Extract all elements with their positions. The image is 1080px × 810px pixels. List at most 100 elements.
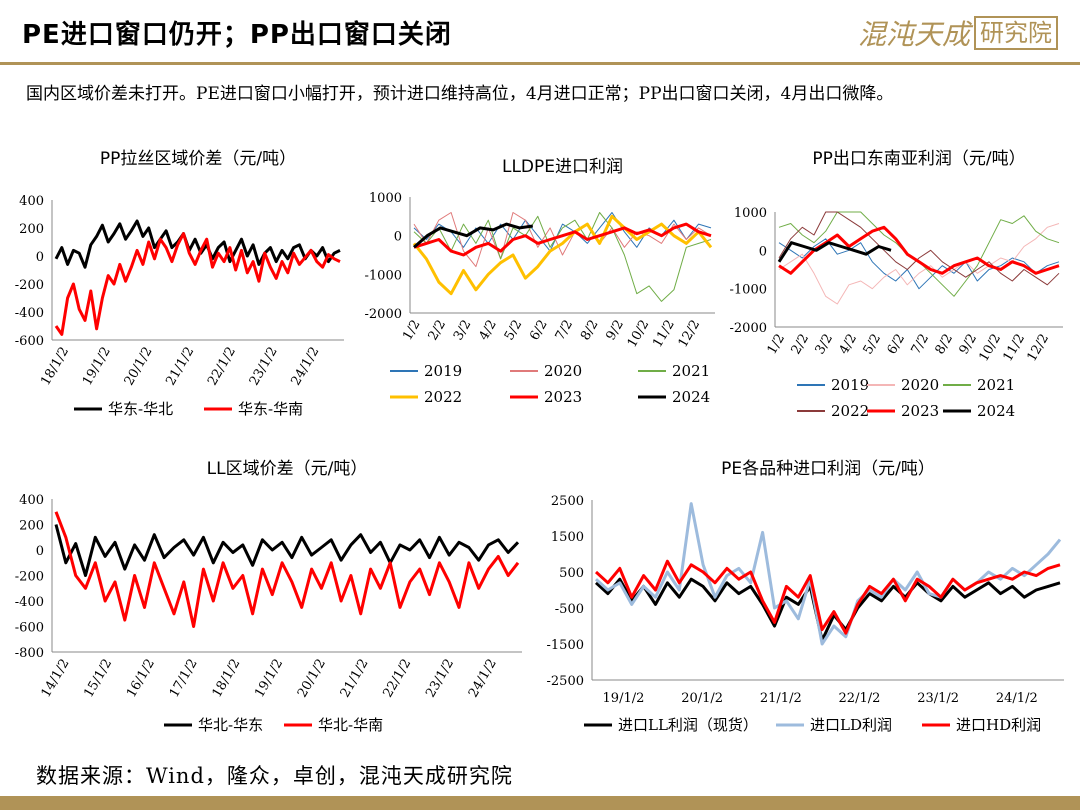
- y-tick-label: 200: [19, 222, 44, 237]
- chart-pp-export: PP出口东南亚利润（元/吨） 1000 0 -1000 -2000 1/2 2/2 3/2 4/…: [725, 142, 1075, 437]
- x-tick-label: 5/2: [502, 318, 525, 344]
- x-tick-label: 2/2: [789, 332, 812, 358]
- x-tick-label: 16/1/2: [124, 657, 158, 701]
- y-tick-label: 0: [36, 250, 44, 265]
- chart-ll-spread: LL区域价差（元/吨） 400 200 0 -200 -400 -600 -800 14/1/2…: [4, 452, 534, 747]
- series-line: [54, 232, 341, 336]
- y-tick-label: -800: [15, 646, 44, 661]
- y-tick-label: 200: [19, 519, 44, 534]
- data-source: 数据来源：Wind，隆众，卓创，混沌天成研究院: [36, 764, 513, 788]
- x-tick-label: 11/2: [1000, 332, 1028, 365]
- footer-band: [0, 796, 1080, 810]
- x-tick-label: 24/1/2: [289, 345, 323, 389]
- x-tick-label: 15/1/2: [81, 657, 115, 701]
- legend-label: 2020: [544, 362, 582, 380]
- y-tick-label: 400: [19, 493, 44, 508]
- x-tick-label: 23/1/2: [247, 345, 281, 389]
- y-tick-label: 1500: [551, 530, 584, 545]
- x-tick-label: 23/1/2: [917, 691, 959, 706]
- series-line: [778, 238, 1060, 290]
- x-tick-label: 22/1/2: [205, 345, 239, 389]
- chart-title: PE各品种进口利润（元/吨）: [721, 459, 935, 479]
- legend-label: 2021: [672, 362, 710, 380]
- chart-title: PP拉丝区域价差（元/吨）: [100, 149, 296, 169]
- y-tick-label: -600: [15, 334, 44, 349]
- x-tick-label: 10/2: [976, 332, 1004, 365]
- chart-title: PP出口东南亚利润（元/吨）: [812, 149, 1025, 169]
- x-tick-label: 1/2: [765, 332, 788, 358]
- y-tick-label: -400: [15, 306, 44, 321]
- page-title: PE进口窗口仍开；PP出口窗口关闭: [22, 20, 452, 50]
- y-tick-label: -2500: [547, 674, 584, 689]
- x-tick-label: 17/1/2: [167, 657, 201, 701]
- y-tick-label: -1500: [547, 638, 584, 653]
- series-line: [594, 502, 1062, 646]
- y-tick-label: -2000: [730, 321, 767, 336]
- x-tick-label: 21/1/2: [338, 657, 372, 701]
- y-tick-label: 500: [559, 566, 584, 581]
- x-tick-label: 18/1/2: [38, 345, 72, 389]
- series-line: [413, 222, 712, 257]
- y-tick-label: -1000: [365, 268, 402, 283]
- y-tick-label: 2500: [551, 494, 584, 509]
- series-line: [594, 577, 1061, 642]
- x-tick-label: 12/2: [1024, 332, 1052, 365]
- x-tick-label: 2/2: [426, 318, 449, 344]
- x-tick-label: 18/1/2: [210, 657, 244, 701]
- legend-label: 进口LL利润（现货）: [618, 716, 758, 734]
- series-line: [412, 214, 713, 296]
- y-tick-label: -2000: [365, 307, 402, 322]
- x-tick-label: 5/2: [861, 332, 884, 358]
- chart-title: LL区域价差（元/吨）: [207, 459, 368, 479]
- series-line: [594, 559, 1061, 635]
- x-tick-label: 22/1/2: [839, 691, 881, 706]
- x-tick-label: 4/2: [476, 318, 499, 344]
- y-tick-label: -200: [15, 570, 44, 585]
- legend-label: 2023: [901, 402, 939, 420]
- chart-pe-import: PE各品种进口利润（元/吨） 2500 1500 500 -500 -1500 -2500 1…: [540, 452, 1076, 747]
- chart-svg: PE各品种进口利润（元/吨） 2500 1500 500 -500 -1500 -2500 1…: [547, 459, 1064, 734]
- x-tick-label: 20/1/2: [681, 691, 723, 706]
- series-line: [777, 241, 892, 263]
- x-tick-label: 8/2: [933, 332, 956, 358]
- y-tick-label: 400: [19, 194, 44, 209]
- series-line: [413, 222, 534, 249]
- legend-label: 华北-华东: [198, 716, 263, 734]
- x-tick-label: 21/1/2: [163, 345, 197, 389]
- x-tick-label: 4/2: [837, 332, 860, 358]
- x-tick-label: 3/2: [813, 332, 836, 358]
- series-line: [778, 211, 1060, 297]
- brand-logo: 混沌天成 研究院: [858, 14, 1058, 52]
- header-rule: [0, 62, 1080, 65]
- chart-lldpe-import: LLDPE进口利润 1000 0 -1000 -2000 1/2 2/2 3/2 4/2 5/2 6…: [360, 150, 725, 430]
- series-line: [54, 511, 520, 628]
- x-tick-label: 6/2: [527, 318, 550, 344]
- x-tick-label: 6/2: [885, 332, 908, 358]
- chart-svg: LL区域价差（元/吨） 400 200 0 -200 -400 -600 -80014/1/2…: [15, 459, 522, 734]
- chart-title: LLDPE进口利润: [502, 157, 623, 177]
- y-tick-label: 0: [759, 244, 767, 259]
- y-tick-label: -1000: [730, 283, 767, 298]
- header: PE进口窗口仍开；PP出口窗口关闭 混沌天成 研究院: [0, 0, 1080, 66]
- y-tick-label: 0: [36, 544, 44, 559]
- legend-label: 华东-华南: [238, 400, 303, 418]
- x-tick-label: 9/2: [604, 318, 627, 344]
- legend-label: 进口HD利润: [956, 716, 1041, 734]
- chart-pp-spread: PP拉丝区域价差（元/吨） 400 200 0 -200 -400 -600 18/1/2 19…: [4, 142, 354, 437]
- brand-script: 混沌天成: [857, 18, 970, 51]
- legend-label: 2021: [977, 376, 1015, 394]
- x-tick-label: 24/1/2: [996, 691, 1038, 706]
- legend-label: 2019: [831, 376, 869, 394]
- x-tick-label: 3/2: [451, 318, 474, 344]
- legend-label: 进口LD利润: [810, 716, 892, 734]
- x-tick-label: 19/1/2: [603, 691, 645, 706]
- x-tick-label: 21/1/2: [760, 691, 802, 706]
- legend-label: 2024: [672, 388, 710, 406]
- x-tick-label: 24/1/2: [466, 657, 500, 701]
- y-tick-label: -600: [15, 621, 44, 636]
- series-line: [778, 225, 1060, 275]
- brand-box: 研究院: [974, 16, 1058, 50]
- series-line: [413, 212, 712, 302]
